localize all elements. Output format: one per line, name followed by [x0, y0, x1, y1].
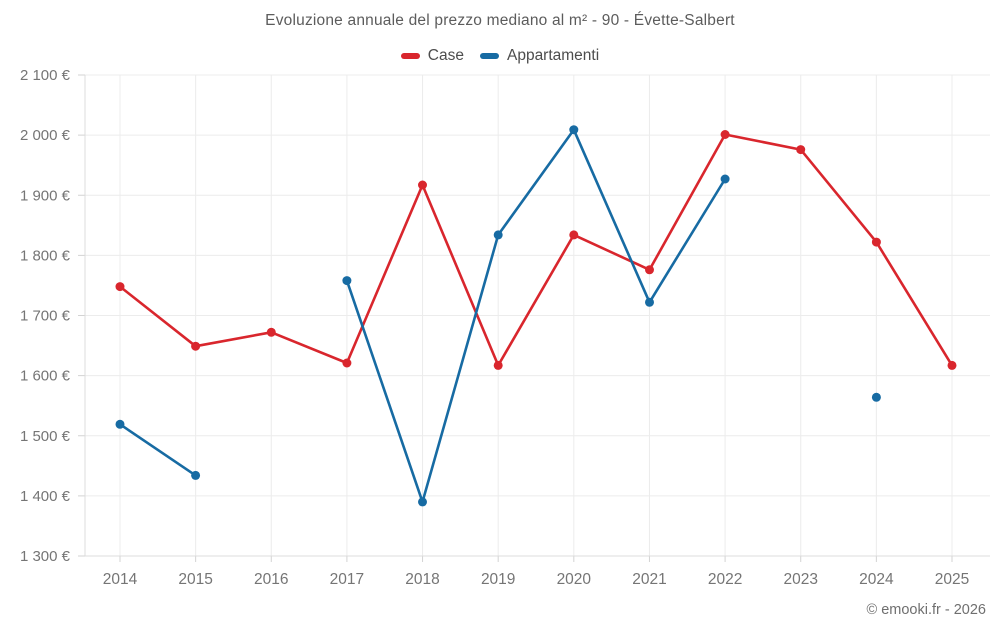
- x-tick-label: 2019: [481, 571, 515, 588]
- data-point-case-2018[interactable]: [418, 180, 427, 190]
- data-point-case-2024[interactable]: [871, 237, 881, 247]
- x-tick-label: 2017: [330, 571, 364, 588]
- y-tick-label: 2 000 €: [20, 127, 71, 144]
- series-appartamenti: [115, 125, 881, 507]
- y-tick-label: 1 600 €: [20, 368, 71, 385]
- y-tick-label: 1 300 €: [20, 548, 71, 565]
- x-tick-label: 2022: [708, 571, 742, 588]
- chart-legend: Case Appartamenti: [0, 46, 1000, 66]
- y-tick-label: 1 400 €: [20, 488, 71, 505]
- data-point-case-2025[interactable]: [947, 360, 957, 370]
- legend-swatch-appartamenti-icon: [479, 53, 499, 59]
- x-tick-label: 2015: [178, 571, 212, 588]
- y-tick-label: 1 900 €: [20, 187, 71, 204]
- x-tick-label: 2014: [103, 571, 138, 588]
- data-point-case-2021[interactable]: [645, 265, 654, 275]
- data-point-appartamenti-2019[interactable]: [493, 230, 503, 240]
- x-tick-label: 2020: [557, 571, 592, 588]
- y-tick-label: 2 100 €: [20, 67, 71, 84]
- y-tick-label: 1 700 €: [20, 308, 71, 325]
- data-point-case-2017[interactable]: [342, 358, 352, 368]
- data-point-case-2020[interactable]: [569, 230, 579, 240]
- data-point-case-2019[interactable]: [493, 360, 503, 370]
- data-point-appartamenti-2015[interactable]: [191, 470, 201, 480]
- legend-label-case: Case: [427, 47, 464, 64]
- data-point-case-2014[interactable]: [115, 282, 125, 292]
- data-point-appartamenti-2018[interactable]: [418, 497, 427, 507]
- legend-item-appartamenti[interactable]: Appartamenti: [479, 47, 600, 65]
- data-point-case-2015[interactable]: [191, 341, 201, 351]
- x-tick-label: 2021: [632, 571, 666, 588]
- x-tick-label: 2024: [859, 571, 894, 588]
- copyright-footer: © emooki.fr - 2026: [866, 602, 986, 618]
- data-point-case-2022[interactable]: [720, 130, 730, 139]
- y-tick-label: 1 500 €: [20, 428, 71, 445]
- x-tick-label: 2025: [935, 571, 969, 588]
- legend-swatch-case-icon: [400, 53, 420, 59]
- data-point-case-2016[interactable]: [266, 327, 276, 337]
- chart-title: Evoluzione annuale del prezzo mediano al…: [265, 12, 735, 29]
- y-tick-label: 1 800 €: [20, 247, 71, 264]
- data-point-appartamenti-2014[interactable]: [115, 419, 125, 429]
- data-point-case-2023[interactable]: [796, 145, 806, 155]
- data-point-appartamenti-2020[interactable]: [569, 125, 579, 135]
- legend-label-appartamenti: Appartamenti: [506, 47, 600, 64]
- x-grid: 2014 2015 2016 2017 2018 2019 2020 2021 2022 2023…: [103, 75, 969, 588]
- data-point-appartamenti-2021[interactable]: [645, 297, 654, 307]
- y-grid: 1 300 € 1 400 € 1 500 € 1 600 € 1 700 € 1 800…: [20, 67, 990, 565]
- legend-item-case[interactable]: Case: [400, 47, 464, 65]
- series-case: [115, 130, 957, 370]
- x-tick-label: 2018: [405, 571, 439, 588]
- data-point-appartamenti-2017[interactable]: [342, 276, 352, 286]
- x-tick-label: 2023: [783, 571, 817, 588]
- data-point-appartamenti-2024[interactable]: [871, 392, 881, 402]
- series-line-case: [118, 133, 954, 367]
- data-point-appartamenti-2022[interactable]: [720, 174, 730, 184]
- x-tick-label: 2016: [254, 571, 288, 588]
